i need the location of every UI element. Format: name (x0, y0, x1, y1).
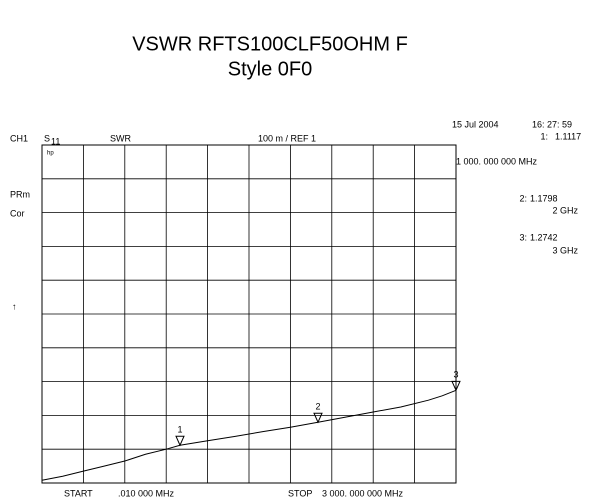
status: PRm (10, 189, 30, 199)
marker-number: 1 (177, 425, 182, 435)
parameter: S (44, 133, 50, 143)
brand: hp (47, 151, 54, 157)
trace (41, 389, 457, 481)
start-label: START (64, 488, 93, 498)
marker (175, 435, 185, 447)
time: 16: 27: 59 (532, 119, 572, 129)
start-value: .010 000 MHz (118, 488, 175, 498)
channel: CH1 (10, 133, 28, 143)
title: VSWR RFTS100CLF50OHM F (132, 33, 408, 55)
date: 15 Jul 2004 (452, 119, 499, 129)
marker (313, 412, 323, 424)
ref-arrow: ↑ (12, 301, 17, 311)
marker-label: 1: (540, 131, 548, 141)
stop-label: STOP (288, 488, 312, 498)
marker-value: 1.1117 (555, 131, 581, 141)
stop-value: 3 000. 000 000 MHz (322, 488, 404, 498)
marker (451, 380, 461, 392)
marker-number: 2 (315, 402, 320, 412)
marker-label: 2: (519, 193, 527, 203)
marker-frequency: 3 GHz (552, 245, 578, 255)
marker-number: 3 (453, 370, 458, 380)
marker-value: 1.1798 (530, 193, 558, 203)
marker-frequency: 2 GHz (552, 205, 578, 215)
marker-frequency: 1 000. 000 000 MHz (456, 156, 538, 166)
status: Cor (10, 208, 25, 218)
format: SWR (110, 133, 131, 143)
subtitle: Style 0F0 (228, 58, 312, 80)
marker-value: 1.2742 (530, 232, 558, 242)
scale: 100 m / REF 1 (258, 133, 316, 143)
marker-label: 3: (519, 232, 527, 242)
parameter-sub: 11 (51, 136, 60, 146)
